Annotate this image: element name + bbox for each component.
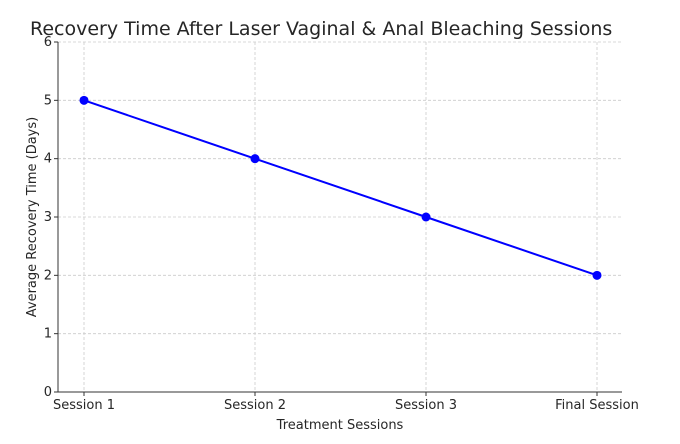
y-tick-label: 4 — [44, 152, 52, 167]
x-tick-label: Final Session — [555, 398, 639, 413]
y-tick-label: 3 — [44, 210, 52, 225]
chart-title: Recovery Time After Laser Vaginal & Anal… — [30, 18, 612, 40]
y-tick-label: 2 — [44, 268, 52, 283]
y-axis-label: Average Recovery Time (Days) — [25, 117, 40, 317]
x-tick-label: Session 3 — [395, 398, 457, 413]
data-point-marker — [421, 212, 431, 222]
y-tick-label: 5 — [44, 93, 52, 108]
y-tick-label: 0 — [44, 385, 52, 400]
series-line — [83, 99, 598, 277]
y-tick-label: 6 — [44, 35, 52, 50]
grid-lines — [58, 41, 622, 392]
data-series — [79, 95, 602, 280]
x-tick-label: Session 1 — [53, 398, 115, 413]
y-tick-label: 1 — [44, 327, 52, 342]
data-point-marker — [592, 270, 602, 280]
x-tick-label: Session 2 — [224, 398, 286, 413]
data-point-marker — [79, 95, 89, 105]
data-point-marker — [250, 154, 260, 164]
x-axis-ticks: Session 1 Session 2 Session 3 Final Session — [53, 392, 639, 413]
x-axis-label: Treatment Sessions — [276, 418, 404, 433]
y-axis-ticks: 0 1 2 3 4 5 6 — [44, 35, 58, 400]
